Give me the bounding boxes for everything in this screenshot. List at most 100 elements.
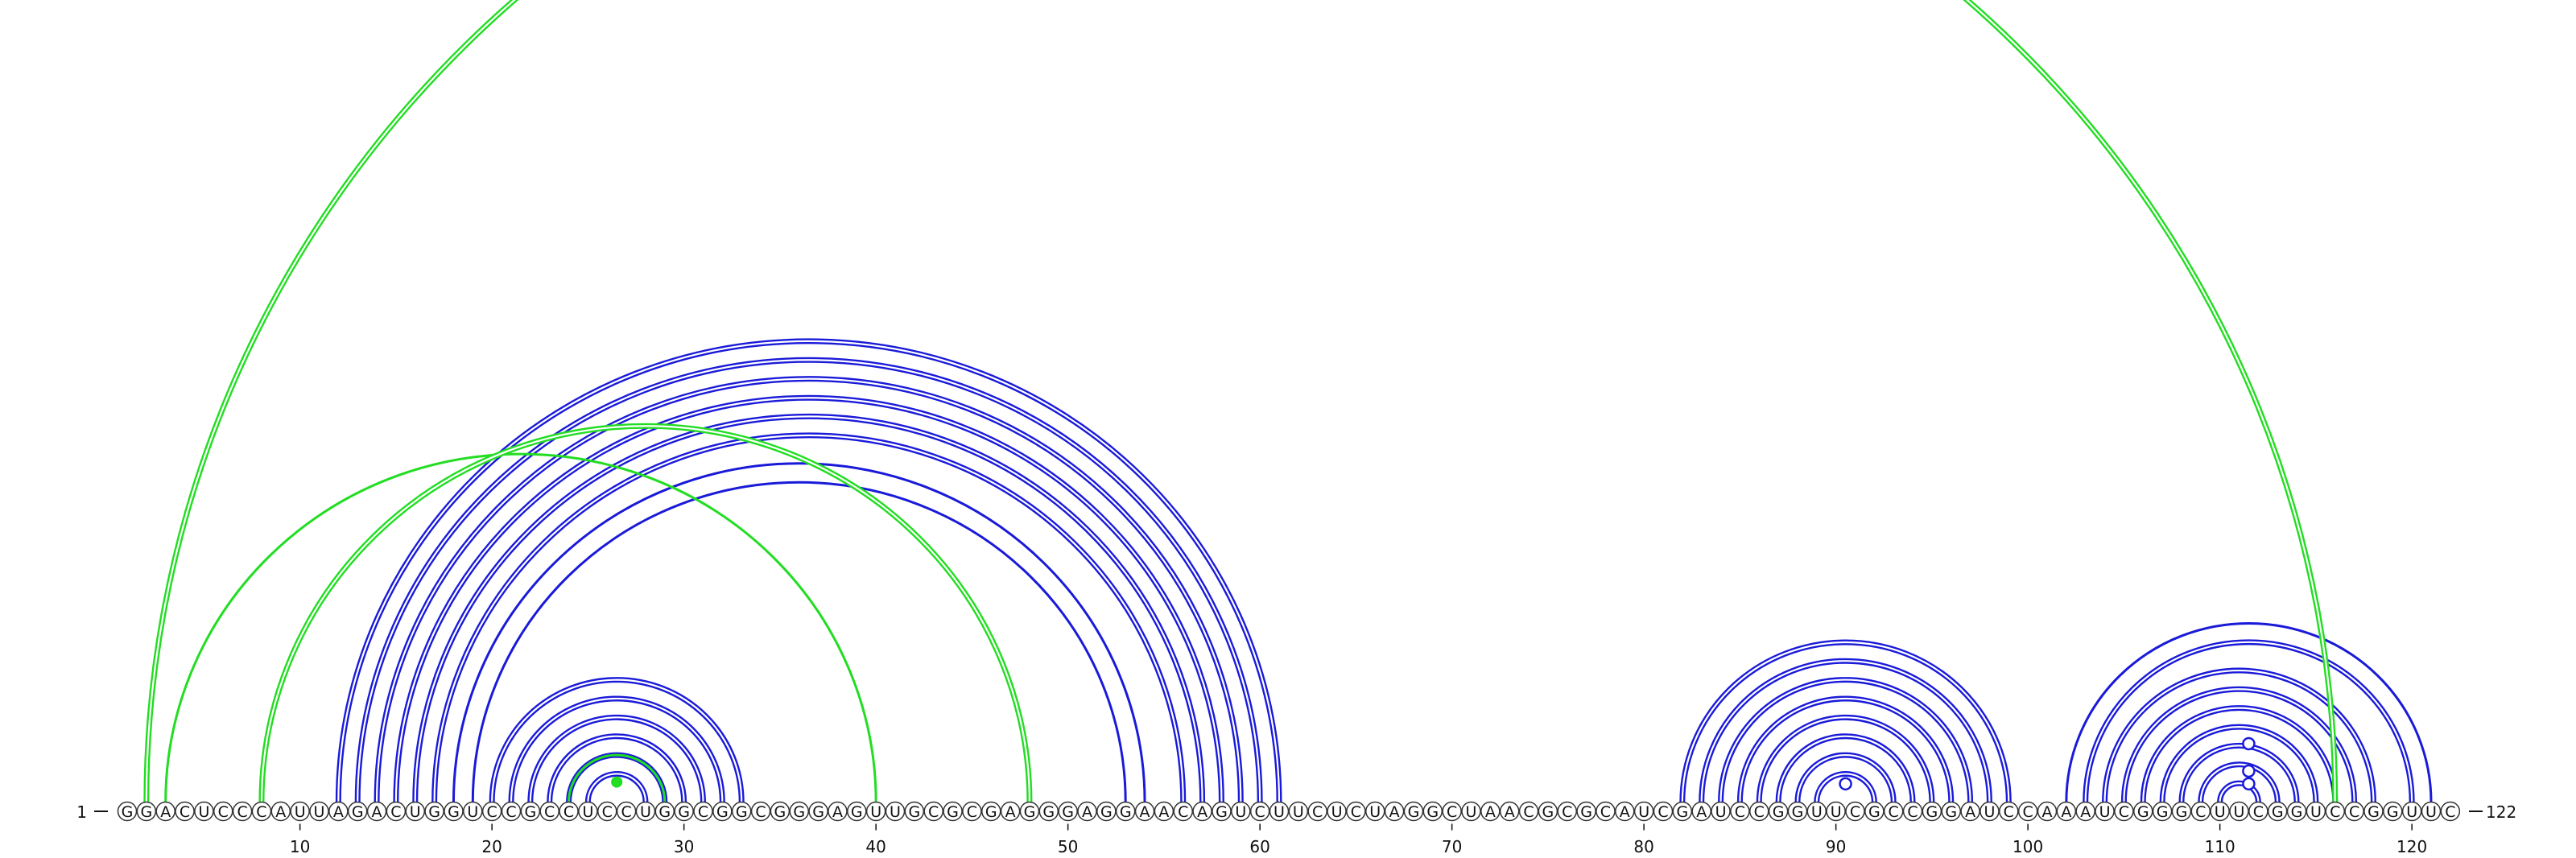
- base-circle: [923, 801, 943, 822]
- base-letter: G: [524, 803, 536, 821]
- base-letter: A: [1140, 803, 1150, 821]
- base-letter: G: [2368, 803, 2380, 821]
- ruler-label: 40: [865, 837, 886, 856]
- base-letter: U: [1235, 803, 1246, 821]
- base-letter: U: [870, 803, 881, 821]
- base-circle: [1480, 801, 1501, 822]
- base-letter: G: [1062, 803, 1074, 821]
- base-letter: C: [218, 803, 229, 821]
- base-circle: [155, 801, 175, 822]
- base-circle: [981, 801, 1001, 822]
- base-circle: [1422, 801, 1443, 822]
- base-circle: [2229, 801, 2249, 822]
- blue-pair-arc-inner: [375, 377, 1242, 802]
- base-letter: G: [1426, 803, 1439, 821]
- base-circle: [1768, 801, 1789, 822]
- base-circle: [2114, 801, 2134, 822]
- base-letter: U: [467, 803, 478, 821]
- base-circle: [2190, 801, 2211, 822]
- blue-pair-arc-inner: [491, 679, 743, 802]
- blue-pair-arc-inner: [2180, 745, 2298, 802]
- blue-marker: [2242, 764, 2256, 778]
- base-letter: U: [1811, 803, 1823, 821]
- base-circle: [1922, 801, 1942, 822]
- end-label: 122: [2486, 802, 2516, 822]
- base-letter: A: [2080, 803, 2091, 821]
- base-letter: C: [564, 803, 574, 821]
- base-circle: [731, 801, 752, 822]
- base-circle: [1711, 801, 1731, 822]
- base-letter: C: [967, 803, 977, 821]
- base-circle: [520, 801, 541, 822]
- base-letter: C: [2023, 803, 2033, 821]
- base-letter: C: [602, 803, 613, 821]
- base-circle: [1518, 801, 1539, 822]
- base-circle: [2383, 801, 2403, 822]
- base-circle: [1653, 801, 1674, 822]
- base-letter: G: [2291, 803, 2303, 821]
- base-circle: [712, 801, 733, 822]
- base-letter: A: [372, 803, 382, 821]
- base-letter: G: [140, 803, 152, 821]
- base-letter: G: [1100, 803, 1113, 821]
- base-letter: G: [908, 803, 920, 821]
- green-pair-arc: [568, 753, 667, 802]
- base-circle: [1845, 801, 1865, 822]
- base-circle: [424, 801, 444, 822]
- base-letter: C: [2004, 803, 2014, 821]
- base-circle: [2171, 801, 2192, 822]
- base-letter: U: [2234, 803, 2245, 821]
- base-circle: [1365, 801, 1385, 822]
- base-letter: G: [2387, 803, 2399, 821]
- base-circle: [1403, 801, 1424, 822]
- base-circle: [1615, 801, 1635, 822]
- blue-pair-arc-inner: [1739, 697, 1952, 802]
- ruler-label: 50: [1058, 837, 1078, 856]
- blue-pair-arc-inner: [394, 396, 1223, 802]
- base-letter: G: [1868, 803, 1880, 821]
- base-circle: [1212, 801, 1232, 822]
- base-circle: [1499, 801, 1520, 822]
- base-circle: [1691, 801, 1711, 822]
- base-circle: [1384, 801, 1405, 822]
- base-circle: [2325, 801, 2345, 822]
- base-circle: [232, 801, 253, 822]
- base-circle: [290, 801, 310, 822]
- base-circle: [1633, 801, 1654, 822]
- base-circle: [674, 801, 694, 822]
- base-letter: C: [1850, 803, 1860, 821]
- green-pair-arc-inner: [260, 425, 1031, 802]
- green-pair-arc: [164, 452, 877, 802]
- base-letter: C: [1447, 803, 1457, 821]
- base-circle: [1787, 801, 1808, 822]
- base-letter: C: [1657, 803, 1668, 821]
- base-letter: C: [928, 803, 939, 821]
- base-letter: G: [658, 803, 671, 821]
- base-letter: U: [1831, 803, 1842, 821]
- base-circle: [2037, 801, 2058, 822]
- base-circle: [1000, 801, 1021, 822]
- base-letter: G: [1408, 803, 1420, 821]
- blue-pair-arc-inner: [2161, 725, 2317, 802]
- base-letter: U: [410, 803, 421, 821]
- base-letter: G: [1926, 803, 1938, 821]
- base-circle: [1461, 801, 1481, 822]
- base-circle: [1192, 801, 1212, 822]
- ruler-label: 60: [1249, 837, 1269, 856]
- base-letter: C: [2330, 803, 2340, 821]
- blue-pair-arc-inner: [2123, 688, 2355, 802]
- base-letter: G: [851, 803, 863, 821]
- base-letter: A: [160, 803, 171, 821]
- base-letter: U: [1274, 803, 1285, 821]
- base-circle: [328, 801, 349, 822]
- base-circle: [1173, 801, 1193, 822]
- ruler-label: 20: [481, 837, 502, 856]
- base-letter: C: [506, 803, 516, 821]
- base-letter: U: [2406, 803, 2417, 821]
- base-circle: [847, 801, 867, 822]
- base-letter: U: [1293, 803, 1304, 821]
- base-circle: [2056, 801, 2077, 822]
- base-circle: [270, 801, 291, 822]
- markers-layer: [611, 736, 2256, 791]
